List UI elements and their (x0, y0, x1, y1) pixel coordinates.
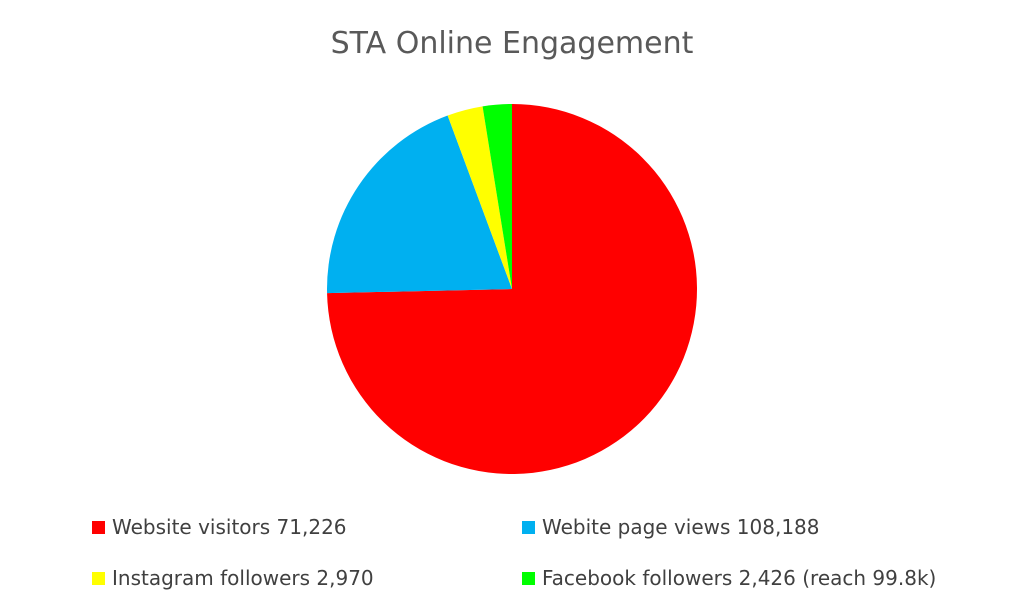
chart-title: STA Online Engagement (330, 26, 694, 61)
pie-slice (327, 115, 512, 294)
pie-slice (447, 106, 512, 289)
pie-slice (327, 104, 698, 475)
pie-slice (482, 104, 512, 289)
